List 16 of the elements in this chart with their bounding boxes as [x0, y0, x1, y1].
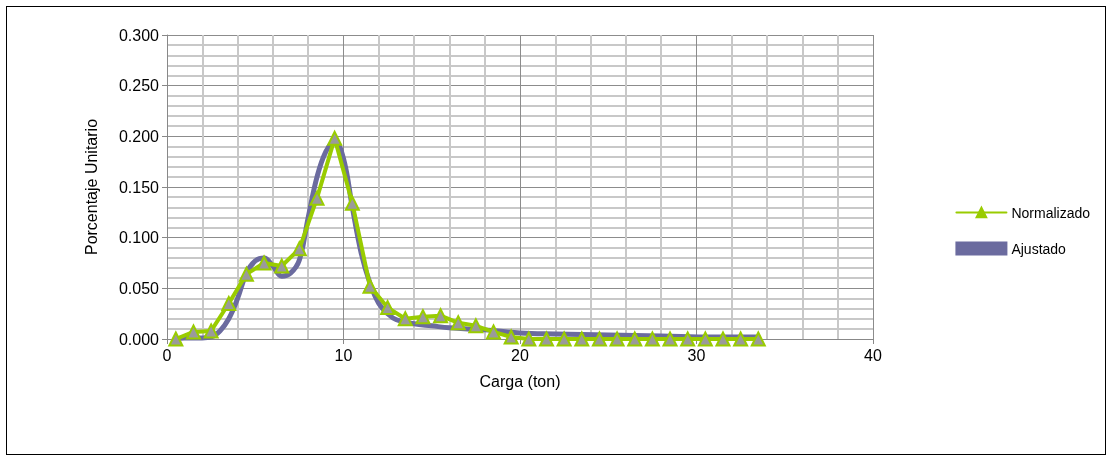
legend-label: Ajustado	[1011, 240, 1067, 257]
y-tick-label: 0.150	[118, 178, 160, 196]
y-tick-label: 0.100	[118, 229, 160, 247]
y-axis-title: Porcentaje Unitario	[82, 118, 100, 256]
x-axis-title: Carga (ton)	[479, 372, 561, 390]
legend-label: Normalizado	[1011, 204, 1091, 221]
x-tick-label: 0	[162, 346, 172, 364]
x-tick-label: 40	[864, 346, 882, 364]
y-tick-label: 0.200	[118, 127, 160, 145]
x-tick-label: 10	[334, 346, 353, 364]
y-tick-label: 0.050	[118, 279, 160, 297]
x-tick-label: 20	[511, 346, 529, 364]
y-tick-label: 0.300	[118, 26, 160, 44]
x-tick-label: 30	[687, 346, 706, 364]
y-tick-label: 0.250	[118, 77, 160, 95]
y-tick-label: 0.000	[118, 330, 160, 348]
